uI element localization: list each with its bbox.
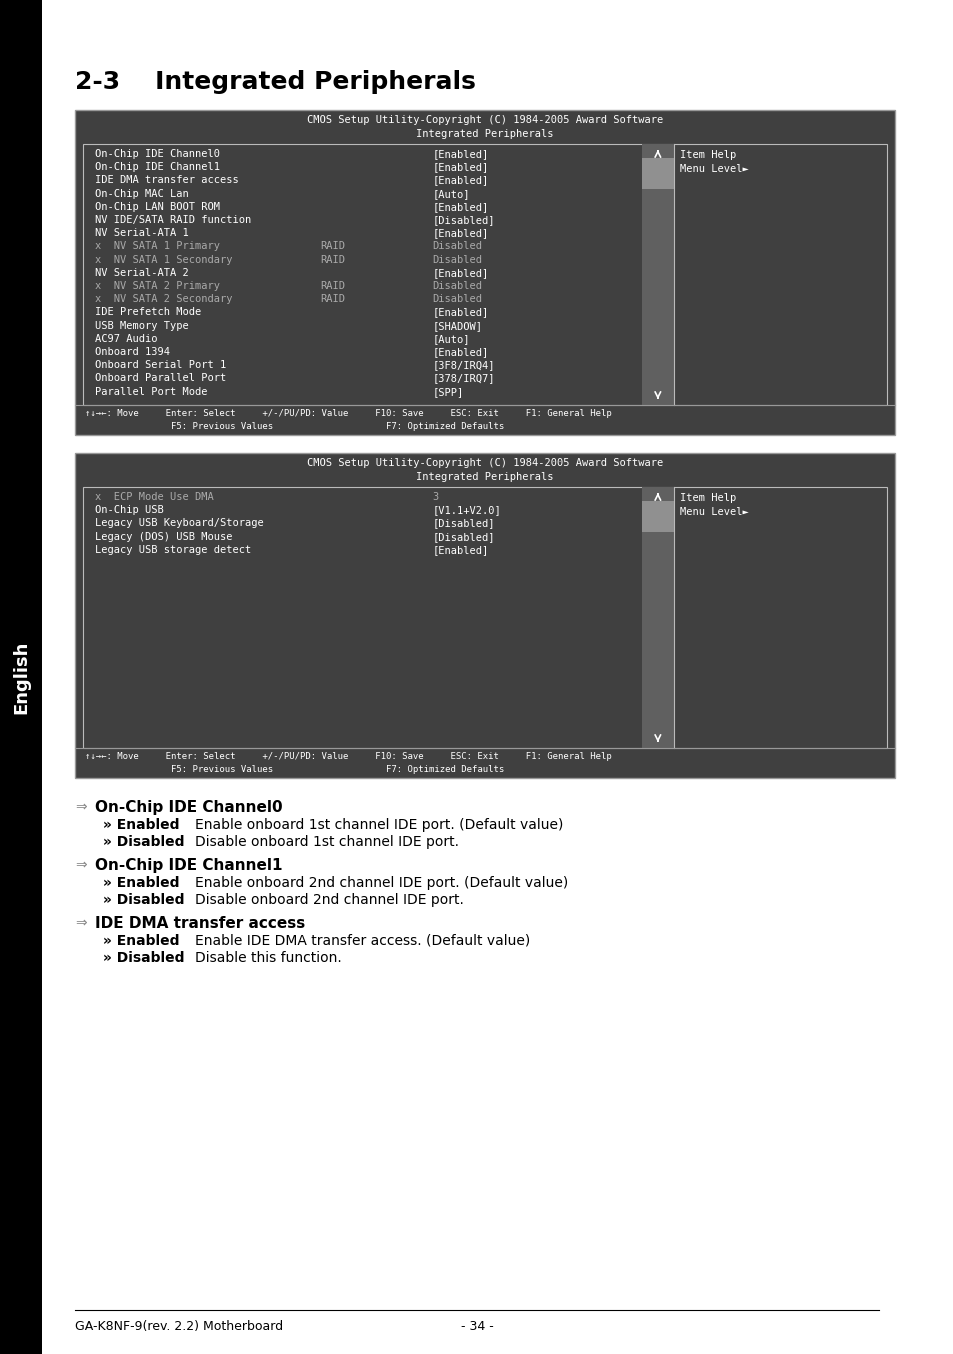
- Text: ⇒: ⇒: [75, 858, 87, 872]
- Text: Disable onboard 2nd channel IDE port.: Disable onboard 2nd channel IDE port.: [194, 894, 463, 907]
- Text: [Auto]: [Auto]: [433, 334, 470, 344]
- Text: [Enabled]: [Enabled]: [433, 229, 489, 238]
- Text: [V1.1+V2.0]: [V1.1+V2.0]: [433, 505, 501, 516]
- Text: » Enabled: » Enabled: [103, 818, 179, 831]
- Text: On-Chip LAN BOOT ROM: On-Chip LAN BOOT ROM: [95, 202, 220, 211]
- Text: Enable IDE DMA transfer access. (Default value): Enable IDE DMA transfer access. (Default…: [194, 934, 530, 948]
- Text: On-Chip IDE Channel1: On-Chip IDE Channel1: [95, 858, 282, 873]
- Text: [Enabled]: [Enabled]: [433, 544, 489, 555]
- Text: » Disabled: » Disabled: [103, 951, 184, 965]
- Text: Item Help: Item Help: [679, 150, 736, 160]
- Text: ↑↓→←: Move     Enter: Select     +/-/PU/PD: Value     F10: Save     ESC: Exit   : ↑↓→←: Move Enter: Select +/-/PU/PD: Valu…: [85, 409, 611, 418]
- Text: x  NV SATA 1 Secondary: x NV SATA 1 Secondary: [95, 255, 233, 264]
- Text: USB Memory Type: USB Memory Type: [95, 321, 189, 330]
- Text: [Enabled]: [Enabled]: [433, 202, 489, 211]
- Text: Onboard 1394: Onboard 1394: [95, 347, 170, 357]
- Text: [Enabled]: [Enabled]: [433, 149, 489, 158]
- Bar: [0, 0, 42, 1354]
- Text: On-Chip IDE Channel0: On-Chip IDE Channel0: [95, 800, 282, 815]
- Bar: [83, 487, 886, 747]
- Text: ⇒: ⇒: [75, 917, 87, 930]
- Text: CMOS Setup Utility-Copyright (C) 1984-2005 Award Software: CMOS Setup Utility-Copyright (C) 1984-20…: [307, 115, 662, 125]
- Bar: [75, 110, 894, 435]
- Text: IDE DMA transfer access: IDE DMA transfer access: [95, 176, 238, 185]
- Text: Disable this function.: Disable this function.: [194, 951, 341, 965]
- Text: [Enabled]: [Enabled]: [433, 162, 489, 172]
- Text: [SHADOW]: [SHADOW]: [433, 321, 482, 330]
- Text: ↑↓→←: Move     Enter: Select     +/-/PU/PD: Value     F10: Save     ESC: Exit   : ↑↓→←: Move Enter: Select +/-/PU/PD: Valu…: [85, 751, 611, 761]
- Text: RAID: RAID: [320, 241, 345, 252]
- Text: [Enabled]: [Enabled]: [433, 307, 489, 317]
- Bar: [641, 144, 673, 405]
- Text: x  ECP Mode Use DMA: x ECP Mode Use DMA: [95, 492, 213, 502]
- Text: On-Chip USB: On-Chip USB: [95, 505, 164, 516]
- Text: Legacy USB storage detect: Legacy USB storage detect: [95, 544, 251, 555]
- Text: On-Chip MAC Lan: On-Chip MAC Lan: [95, 188, 189, 199]
- Text: Disabled: Disabled: [433, 241, 482, 252]
- Text: [SPP]: [SPP]: [433, 387, 463, 397]
- Text: x  NV SATA 2 Primary: x NV SATA 2 Primary: [95, 282, 220, 291]
- Text: » Disabled: » Disabled: [103, 835, 184, 849]
- Bar: [83, 144, 886, 405]
- Bar: [641, 487, 673, 747]
- Text: NV IDE/SATA RAID function: NV IDE/SATA RAID function: [95, 215, 251, 225]
- Text: Disabled: Disabled: [433, 282, 482, 291]
- Text: Item Help: Item Help: [679, 493, 736, 502]
- Text: On-Chip IDE Channel1: On-Chip IDE Channel1: [95, 162, 220, 172]
- Text: F5: Previous Values                     F7: Optimized Defaults: F5: Previous Values F7: Optimized Defaul…: [85, 765, 504, 774]
- Text: IDE Prefetch Mode: IDE Prefetch Mode: [95, 307, 201, 317]
- Text: » Disabled: » Disabled: [103, 894, 184, 907]
- Text: [378/IRQ7]: [378/IRQ7]: [433, 374, 495, 383]
- Bar: [75, 454, 894, 779]
- Text: RAID: RAID: [320, 294, 345, 305]
- Text: x  NV SATA 1 Primary: x NV SATA 1 Primary: [95, 241, 220, 252]
- Text: Onboard Serial Port 1: Onboard Serial Port 1: [95, 360, 226, 370]
- Text: F5: Previous Values                     F7: Optimized Defaults: F5: Previous Values F7: Optimized Defaul…: [85, 422, 504, 431]
- Text: 2-3    Integrated Peripherals: 2-3 Integrated Peripherals: [75, 70, 476, 93]
- Text: [Auto]: [Auto]: [433, 188, 470, 199]
- Bar: [641, 158, 673, 190]
- Text: [Disabled]: [Disabled]: [433, 532, 495, 542]
- Text: RAID: RAID: [320, 282, 345, 291]
- Text: - 34 -: - 34 -: [460, 1320, 493, 1332]
- Text: On-Chip IDE Channel0: On-Chip IDE Channel0: [95, 149, 220, 158]
- Text: [Enabled]: [Enabled]: [433, 347, 489, 357]
- Text: Onboard Parallel Port: Onboard Parallel Port: [95, 374, 226, 383]
- Text: Integrated Peripherals: Integrated Peripherals: [416, 129, 553, 139]
- Text: x  NV SATA 2 Secondary: x NV SATA 2 Secondary: [95, 294, 233, 305]
- Text: English: English: [12, 640, 30, 714]
- Text: Legacy (DOS) USB Mouse: Legacy (DOS) USB Mouse: [95, 532, 233, 542]
- Text: [Disabled]: [Disabled]: [433, 519, 495, 528]
- Text: Enable onboard 2nd channel IDE port. (Default value): Enable onboard 2nd channel IDE port. (De…: [194, 876, 568, 890]
- Text: NV Serial-ATA 2: NV Serial-ATA 2: [95, 268, 189, 278]
- Text: [Enabled]: [Enabled]: [433, 176, 489, 185]
- Text: Integrated Peripherals: Integrated Peripherals: [416, 473, 553, 482]
- Text: » Enabled: » Enabled: [103, 876, 179, 890]
- Text: RAID: RAID: [320, 255, 345, 264]
- Text: IDE DMA transfer access: IDE DMA transfer access: [95, 917, 305, 932]
- Text: [Enabled]: [Enabled]: [433, 268, 489, 278]
- Text: [Disabled]: [Disabled]: [433, 215, 495, 225]
- Text: Parallel Port Mode: Parallel Port Mode: [95, 387, 208, 397]
- Text: GA-K8NF-9(rev. 2.2) Motherboard: GA-K8NF-9(rev. 2.2) Motherboard: [75, 1320, 283, 1332]
- Bar: [641, 501, 673, 532]
- Text: AC97 Audio: AC97 Audio: [95, 334, 157, 344]
- Text: ⇒: ⇒: [75, 800, 87, 814]
- Text: [3F8/IRQ4]: [3F8/IRQ4]: [433, 360, 495, 370]
- Text: Disabled: Disabled: [433, 255, 482, 264]
- Text: Disable onboard 1st channel IDE port.: Disable onboard 1st channel IDE port.: [194, 835, 458, 849]
- Text: Disabled: Disabled: [433, 294, 482, 305]
- Text: » Enabled: » Enabled: [103, 934, 179, 948]
- Text: Legacy USB Keyboard/Storage: Legacy USB Keyboard/Storage: [95, 519, 263, 528]
- Text: NV Serial-ATA 1: NV Serial-ATA 1: [95, 229, 189, 238]
- Text: 3: 3: [433, 492, 438, 502]
- Text: Menu Level►: Menu Level►: [679, 506, 748, 517]
- Text: Menu Level►: Menu Level►: [679, 164, 748, 175]
- Text: CMOS Setup Utility-Copyright (C) 1984-2005 Award Software: CMOS Setup Utility-Copyright (C) 1984-20…: [307, 458, 662, 468]
- Text: Enable onboard 1st channel IDE port. (Default value): Enable onboard 1st channel IDE port. (De…: [194, 818, 563, 831]
